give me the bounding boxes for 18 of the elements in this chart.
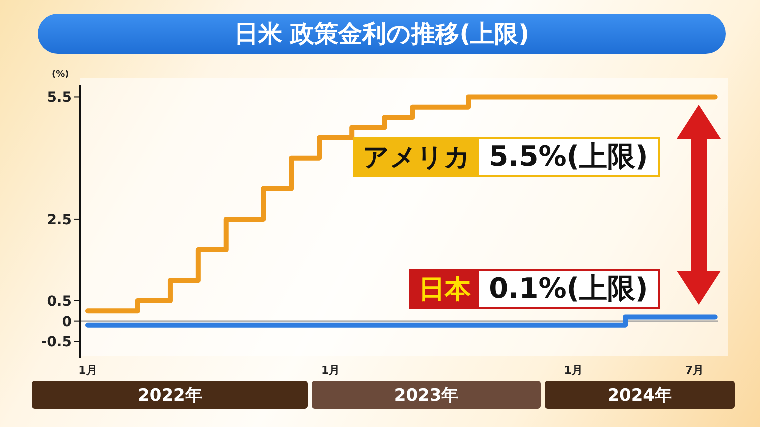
chart-title: 日米 政策金利の推移(上限) <box>38 14 726 54</box>
y-tick-label: 5.5 <box>47 90 72 106</box>
annotation: 0.1%(上限) <box>488 271 650 308</box>
annotation: 5.5%(上限) <box>488 139 650 176</box>
y-tick-label: 0.5 <box>47 294 72 310</box>
x-tick-label: 7月 <box>685 364 704 377</box>
y-tick-label: -0.5 <box>41 334 72 351</box>
text: 2023年 <box>312 381 541 409</box>
x-tick-label: 1月 <box>564 364 583 377</box>
series-label: アメリカ <box>355 139 480 176</box>
x-tick-label: 1月 <box>78 364 98 377</box>
y-tick-label: 2.5 <box>47 212 72 228</box>
series-label: 日本 <box>411 271 480 308</box>
y-tick-label: 0 <box>62 314 72 330</box>
text: 2022年 <box>32 381 308 409</box>
x-tick-label: 1月 <box>321 364 340 377</box>
text: 2024年 <box>544 381 735 409</box>
y-axis-title: (%) <box>52 70 70 80</box>
